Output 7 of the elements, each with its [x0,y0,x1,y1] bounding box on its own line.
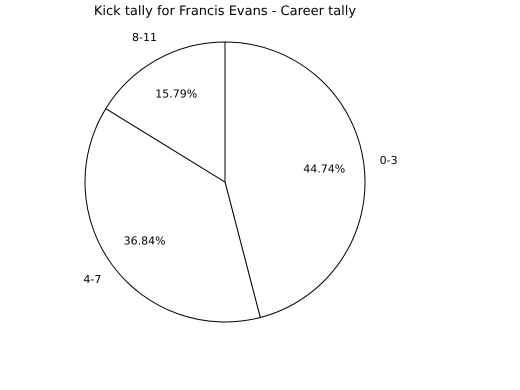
slice-label: 4-7 [83,273,102,286]
data-label: 15.79% [155,88,198,101]
slice-label: 8-11 [132,30,158,44]
slice-label: 0-3 [380,154,398,168]
data-label: 44.74% [303,162,346,176]
chart-title: Kick tally for Francis Evans - Career tally [94,4,356,19]
data-label: 36.84% [124,234,166,248]
